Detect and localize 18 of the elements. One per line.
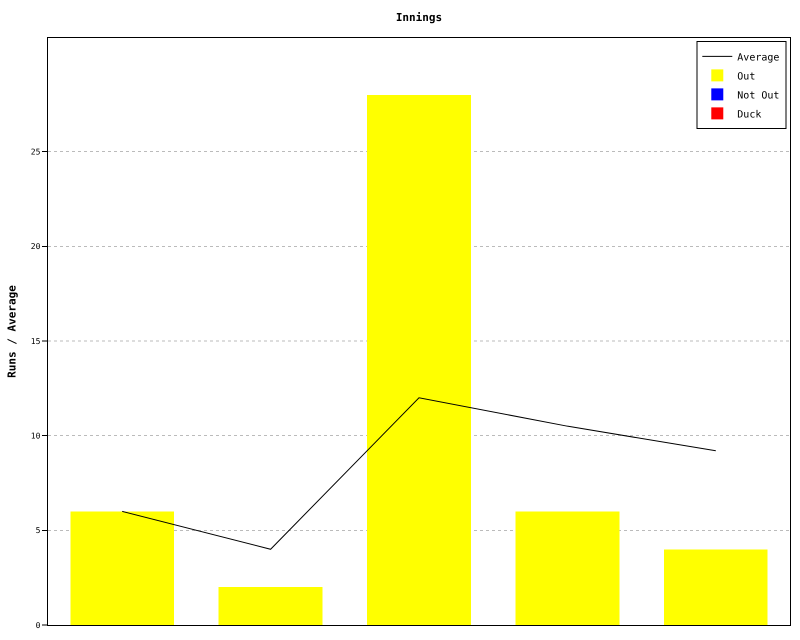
bar bbox=[367, 94, 471, 625]
bar bbox=[515, 511, 620, 625]
y-tick-label: 25 bbox=[30, 147, 41, 156]
legend-label: Not Out bbox=[737, 90, 780, 102]
y-tick-label: 10 bbox=[30, 431, 41, 440]
bar bbox=[664, 549, 768, 625]
line-series bbox=[122, 397, 716, 550]
y-tick-label: 5 bbox=[36, 526, 41, 536]
y-tick-label: 0 bbox=[36, 620, 41, 630]
legend-label: Duck bbox=[737, 109, 762, 120]
y-axis-title: Runs / Average bbox=[5, 284, 18, 378]
bar bbox=[70, 511, 174, 625]
legend-label: Average bbox=[737, 52, 780, 64]
chart-title: Innings bbox=[396, 10, 442, 24]
y-tick-label: 20 bbox=[30, 242, 41, 252]
bar bbox=[218, 587, 323, 625]
legend-label: Out bbox=[737, 71, 756, 82]
y-tick-label: 15 bbox=[30, 336, 41, 346]
